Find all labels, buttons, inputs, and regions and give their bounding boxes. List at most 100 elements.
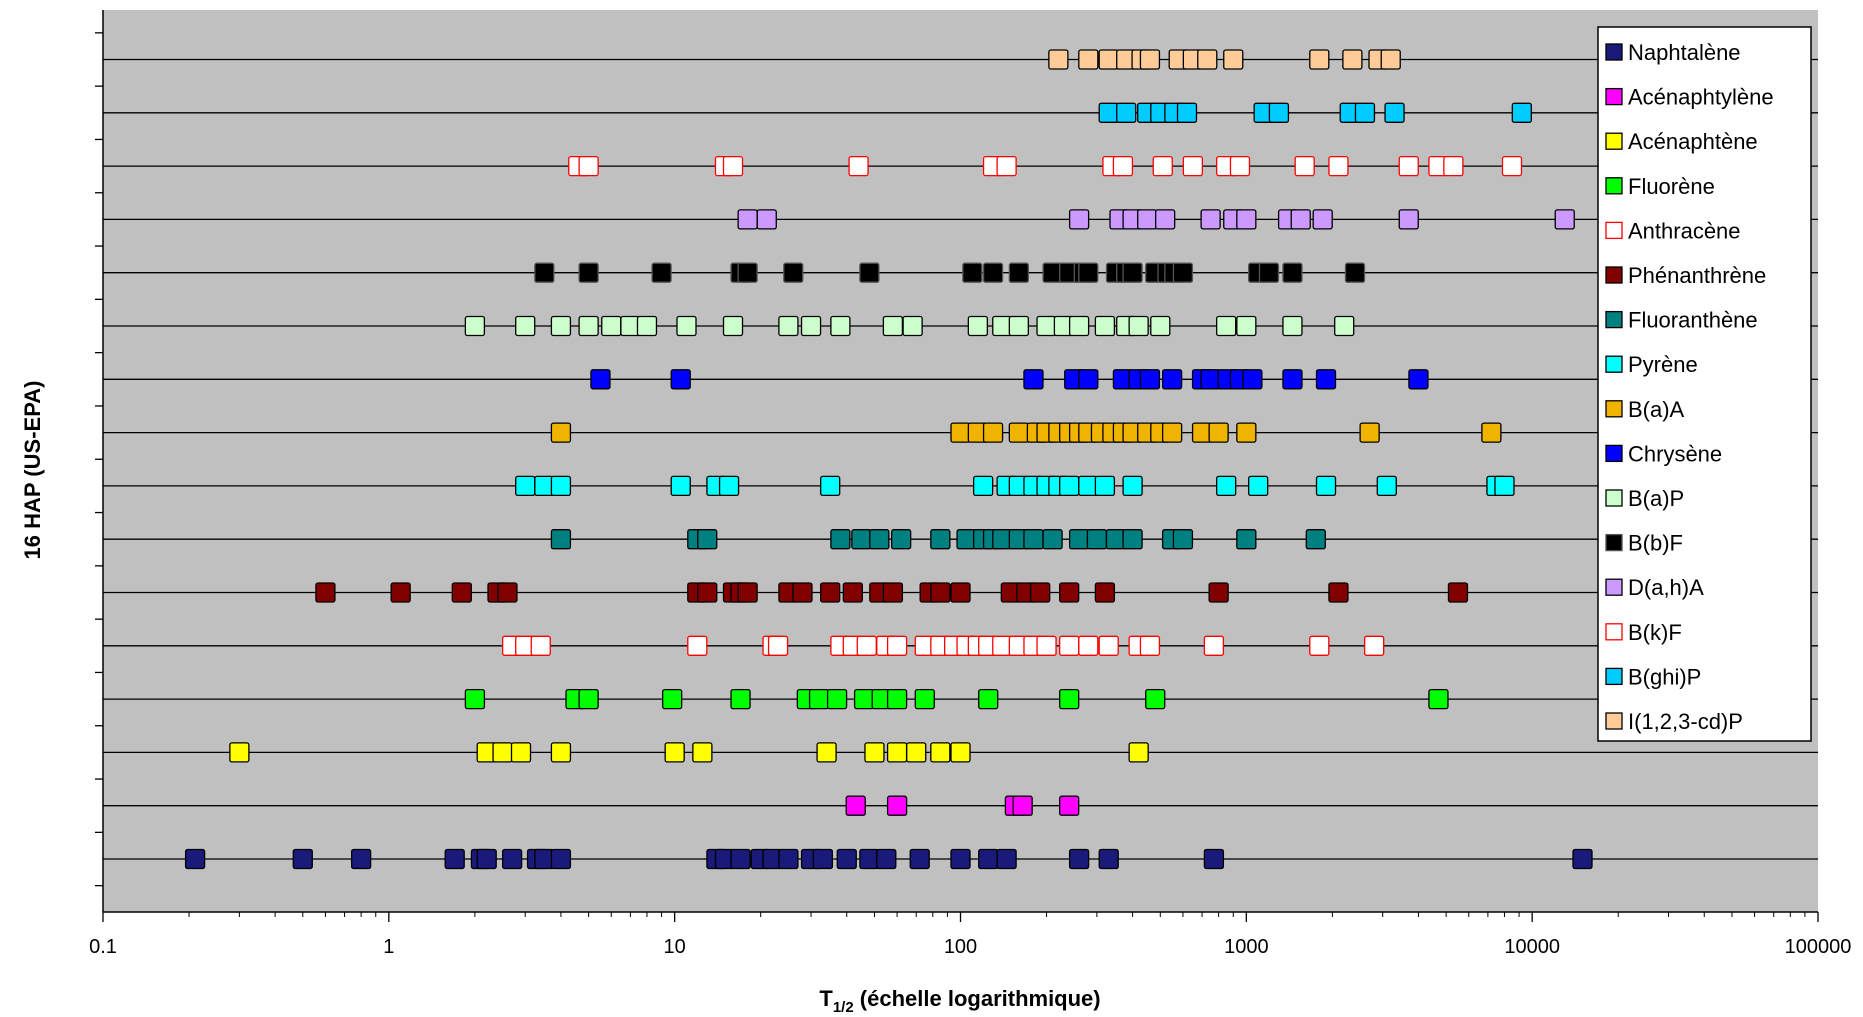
data-point <box>950 848 971 870</box>
data-point <box>816 742 837 763</box>
data-point <box>315 582 336 603</box>
data-point <box>1282 315 1303 337</box>
data-point <box>1068 529 1090 550</box>
data-point <box>1398 209 1419 230</box>
data-point <box>1128 742 1149 763</box>
data-point <box>902 315 923 337</box>
data-point <box>826 688 848 710</box>
data-point <box>1139 369 1161 390</box>
legend-label: Fluoranthène <box>1628 308 1758 333</box>
data-point <box>1511 102 1532 123</box>
data-point <box>886 635 908 656</box>
data-point <box>930 582 951 603</box>
data-point <box>820 582 841 603</box>
data-point <box>1342 49 1363 70</box>
legend-label: B(a)P <box>1628 486 1684 511</box>
data-point <box>856 635 877 656</box>
data-point <box>670 475 691 497</box>
data-point <box>515 315 536 337</box>
x-tick-label: 100 <box>944 936 977 958</box>
data-point <box>497 582 518 603</box>
data-point <box>1305 529 1326 550</box>
data-point <box>800 315 822 337</box>
data-point <box>845 795 866 816</box>
data-point <box>476 848 497 870</box>
legend-swatch <box>1605 132 1623 150</box>
data-point <box>1236 529 1257 550</box>
x-tick-label: 10000 <box>1504 936 1560 958</box>
data-point <box>676 315 697 337</box>
legend-label: Acénaphtène <box>1628 129 1758 154</box>
legend-swatch <box>1605 400 1623 418</box>
y-axis <box>95 10 104 912</box>
data-point <box>1268 102 1290 123</box>
data-point <box>864 742 885 763</box>
data-point <box>229 742 250 763</box>
data-point <box>1309 49 1330 70</box>
data-point <box>1236 422 1257 443</box>
data-point <box>1008 262 1029 283</box>
data-point <box>687 635 708 656</box>
data-point <box>1282 369 1303 390</box>
data-point <box>550 422 572 443</box>
data-point <box>292 848 313 870</box>
data-point <box>730 688 751 710</box>
data-point <box>906 742 927 763</box>
data-point <box>869 529 890 550</box>
data-point <box>1380 49 1401 70</box>
legend-label: D(a,h)A <box>1628 575 1704 600</box>
data-point <box>492 742 513 763</box>
data-point <box>1012 795 1033 816</box>
data-point <box>464 688 486 710</box>
data-point <box>1236 209 1257 230</box>
data-point <box>718 475 740 497</box>
data-point <box>1398 155 1419 177</box>
data-point <box>1208 582 1229 603</box>
data-point <box>737 209 758 230</box>
data-point <box>1139 49 1161 70</box>
data-point <box>692 742 713 763</box>
data-point <box>1572 848 1593 870</box>
data-point <box>1048 49 1069 70</box>
data-point <box>1408 369 1429 390</box>
data-point <box>1059 795 1080 816</box>
data-point <box>1036 315 1057 337</box>
data-point <box>851 529 872 550</box>
data-point <box>1116 102 1137 123</box>
data-point <box>996 848 1017 870</box>
data-point <box>1447 582 1469 603</box>
data-point <box>1359 422 1380 443</box>
data-point <box>1098 635 1119 656</box>
legend-label: Acénaphtylène <box>1628 85 1774 110</box>
data-point <box>1098 848 1119 870</box>
x-tick-label: 1000 <box>1224 936 1269 958</box>
data-point <box>1068 848 1090 870</box>
data-point <box>962 262 983 283</box>
data-point <box>820 475 841 497</box>
x-tick-label: 10 <box>664 936 686 958</box>
data-point <box>1128 315 1149 337</box>
legend-swatch <box>1605 444 1623 463</box>
legend-swatch <box>1605 87 1623 106</box>
data-point <box>886 795 908 816</box>
data-point <box>1203 635 1225 656</box>
legend-swatch <box>1605 578 1623 596</box>
legend-label: Pyrène <box>1628 352 1698 377</box>
legend-swatch <box>1605 623 1623 641</box>
legend-swatch <box>1605 712 1623 730</box>
data-point <box>534 262 555 283</box>
data-point <box>930 742 951 763</box>
data-point <box>1197 49 1218 70</box>
x-axis-title-main: T <box>819 986 833 1011</box>
legend-label: Phénanthrène <box>1628 263 1766 288</box>
data-point <box>1384 102 1405 123</box>
data-point <box>722 315 744 337</box>
data-point <box>1078 635 1099 656</box>
data-point <box>950 742 971 763</box>
data-point <box>1068 315 1090 337</box>
data-point <box>510 742 532 763</box>
data-point <box>950 422 971 443</box>
data-point <box>1023 529 1044 550</box>
legend-swatch <box>1605 43 1623 61</box>
data-point <box>830 315 851 337</box>
